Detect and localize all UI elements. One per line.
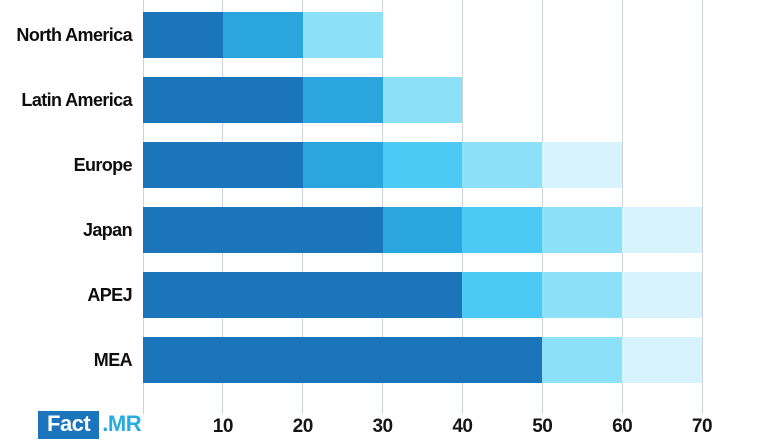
bar-segment	[302, 12, 383, 58]
bar-row	[143, 337, 702, 383]
x-tick-label: 30	[372, 416, 393, 437]
category-label: Latin America	[21, 89, 132, 110]
bar-segment	[462, 142, 543, 188]
bar-segment	[622, 272, 702, 318]
bar-segment	[622, 337, 702, 383]
bar-segment	[302, 77, 383, 123]
bar-segment	[143, 12, 223, 58]
category-label: APEJ	[87, 284, 132, 305]
bar-segment	[143, 337, 543, 383]
category-label: Japan	[82, 219, 133, 240]
category-label: MEA	[93, 349, 133, 370]
bar-row	[143, 77, 463, 123]
bar-segment	[542, 337, 623, 383]
x-tick-label: 10	[212, 416, 234, 437]
x-tick-label: 70	[691, 416, 713, 437]
bar-row	[143, 207, 702, 253]
bar-segment	[382, 207, 463, 253]
bar-row	[143, 12, 383, 58]
bar-segment	[462, 272, 543, 318]
x-tick-label: 40	[452, 416, 473, 437]
bar-segment	[622, 207, 702, 253]
bar-segment	[542, 272, 623, 318]
x-tick-label: 60	[612, 416, 633, 437]
logo-mr-text: .MR	[102, 411, 142, 436]
bar-segment	[302, 142, 383, 188]
bar-segment	[143, 77, 303, 123]
category-label: Europe	[73, 154, 133, 175]
bar-segment	[542, 207, 623, 253]
bar-segment	[462, 207, 543, 253]
factmr-logo: Fact .MR	[38, 411, 142, 439]
bar-segment	[382, 142, 463, 188]
category-label: North America	[16, 24, 132, 45]
bar-segment	[143, 142, 303, 188]
bar-row	[143, 142, 623, 188]
bar-segment	[143, 207, 383, 253]
bar-segment	[143, 272, 463, 318]
bar-segment	[542, 142, 623, 188]
x-tick-label: 50	[532, 416, 553, 437]
logo-fact-box: Fact	[38, 411, 100, 439]
bar-segment	[382, 77, 463, 123]
logo-fact-text: Fact	[47, 411, 91, 436]
bar-row	[143, 272, 702, 318]
x-tick-label: 20	[292, 416, 314, 437]
gridline	[701, 0, 703, 414]
bar-segment	[222, 12, 303, 58]
